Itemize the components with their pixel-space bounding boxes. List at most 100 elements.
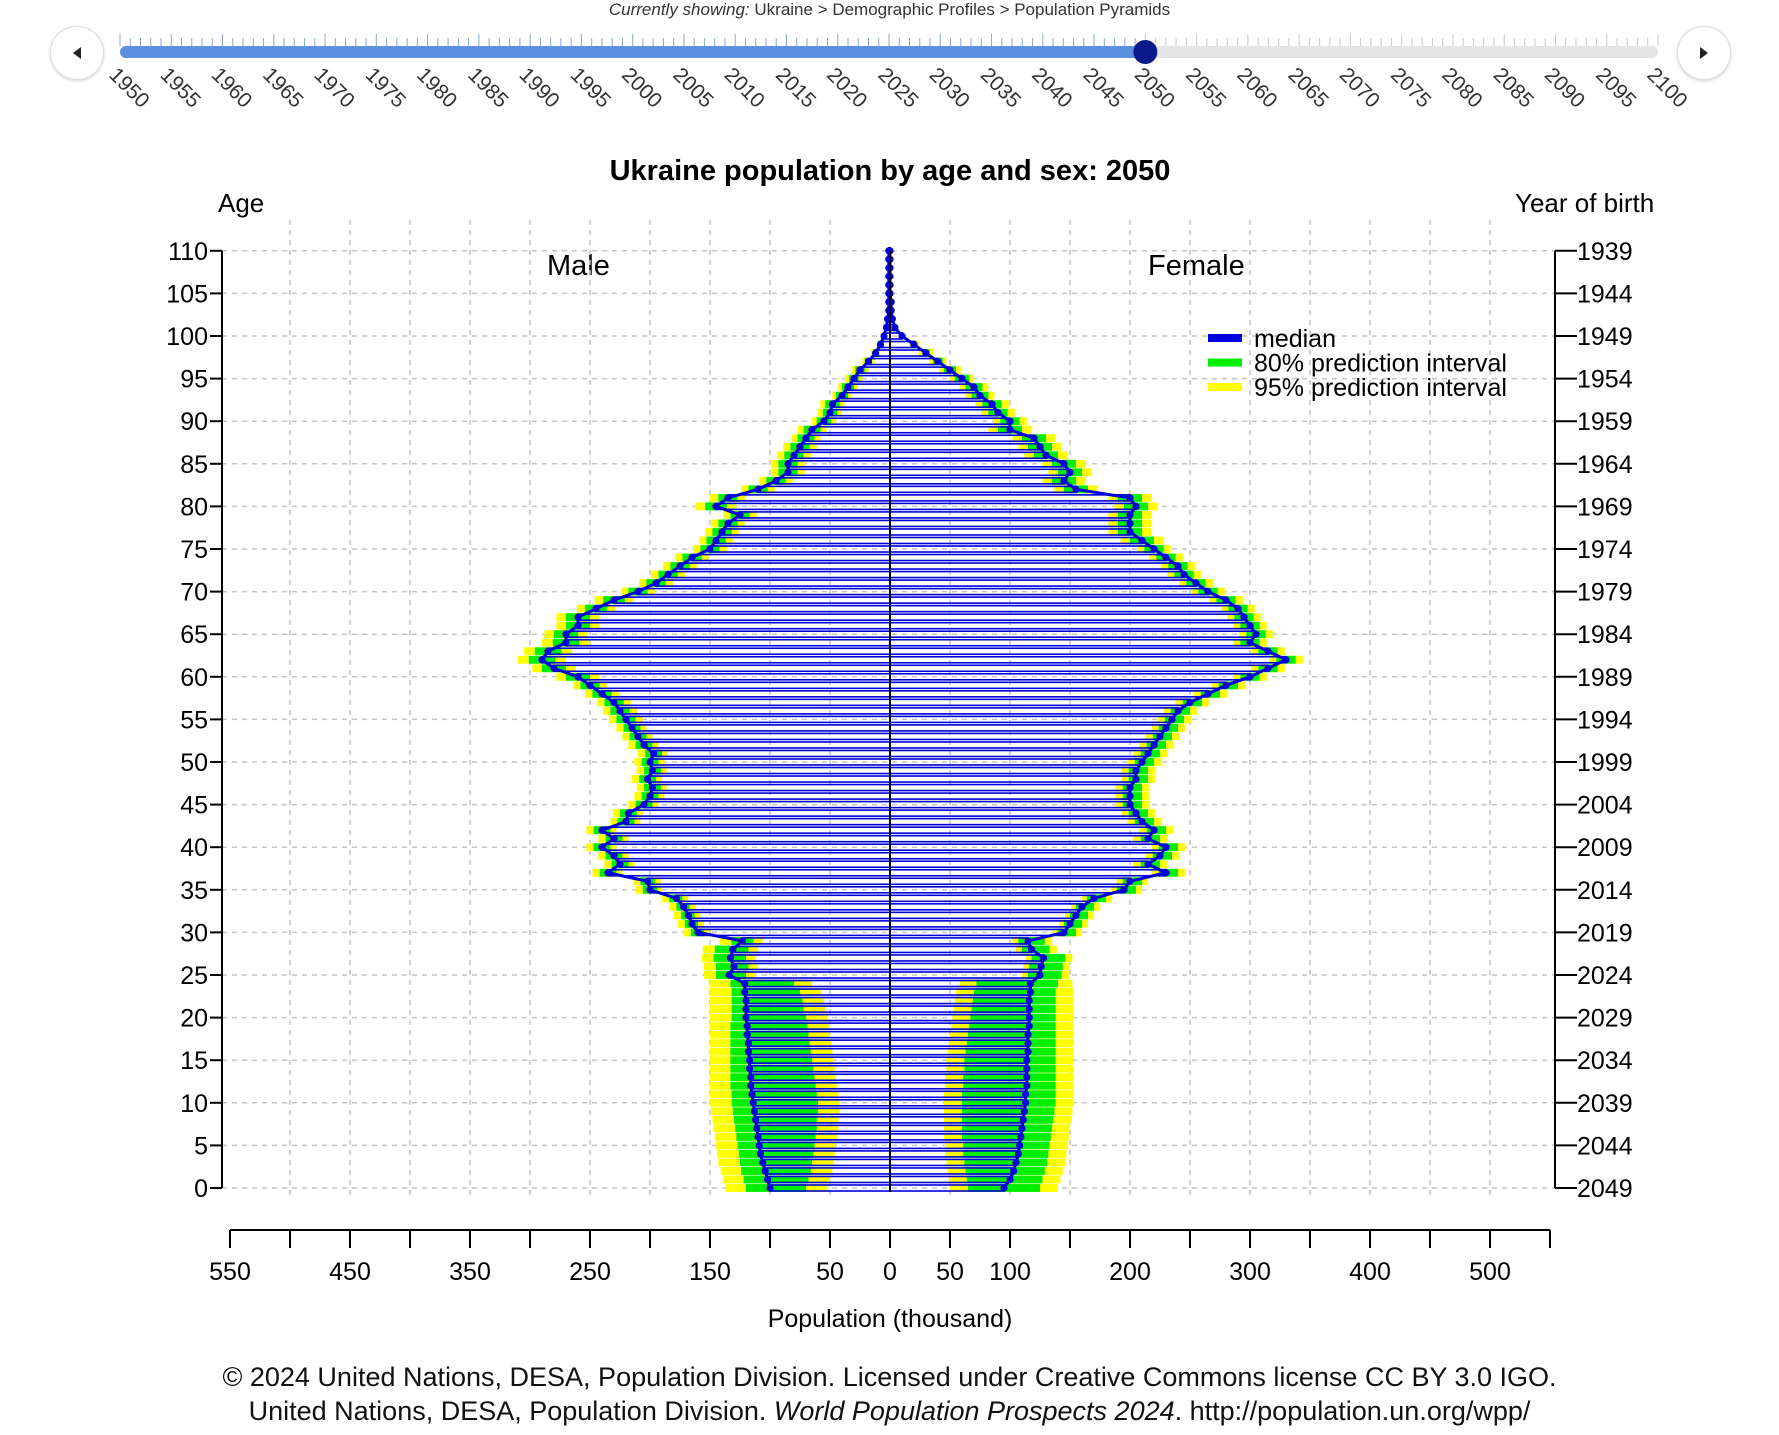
slider-year-label[interactable]: 2090 [1540, 63, 1589, 112]
male-80-interval [732, 1107, 818, 1116]
female-median-bar [889, 937, 1029, 945]
slider-year-label[interactable]: 1965 [258, 63, 307, 112]
slider-year-label[interactable]: 2100 [1642, 63, 1691, 112]
male-median-point [680, 903, 688, 911]
age-tick-label: 40 [180, 834, 208, 862]
female-median-bar [889, 826, 1155, 834]
slider-year-label[interactable]: 2055 [1181, 63, 1230, 112]
age-tick-label: 95 [180, 366, 208, 394]
female-median-point [934, 357, 942, 366]
male-median-point [592, 605, 600, 613]
slider-year-label[interactable]: 2065 [1284, 63, 1333, 112]
slider-year-label[interactable]: 2030 [925, 63, 974, 112]
female-median-point [1144, 749, 1152, 758]
birth-year-tick-label: 1949 [1577, 323, 1633, 351]
male-median-point [750, 1107, 759, 1115]
male-median-bar [679, 562, 891, 570]
legend-label: 95% prediction interval [1254, 374, 1507, 402]
grid [222, 220, 1555, 1200]
female-median-bar [889, 562, 1179, 570]
male-median-bar [739, 511, 891, 519]
birth-year-tick-label: 2029 [1577, 1005, 1633, 1033]
slider-year-label[interactable]: 1985 [463, 63, 512, 112]
male-median-point [616, 860, 624, 868]
female-median-bar [889, 587, 1209, 596]
male-median-point [741, 979, 749, 988]
female-80-interval [966, 1039, 1056, 1048]
slider-year-label[interactable]: 2085 [1489, 63, 1538, 112]
female-median-point [1126, 801, 1134, 809]
slider-year-label[interactable]: 2005 [668, 63, 717, 112]
slider-year-label[interactable]: 1955 [156, 63, 205, 112]
male-80-interval [730, 1073, 815, 1082]
slider-year-label[interactable]: 1990 [515, 63, 564, 112]
female-median-point [1024, 1039, 1032, 1047]
slider-year-label[interactable]: 2000 [617, 63, 666, 112]
female-median-point [1022, 1099, 1030, 1107]
female-median-point [1132, 775, 1140, 783]
male-median-point [754, 485, 762, 493]
female-median-point [1060, 460, 1068, 468]
female-median-point [1025, 1005, 1033, 1013]
slider-year-label[interactable]: 2035 [976, 63, 1025, 112]
previous-year-button[interactable] [50, 26, 104, 80]
male-median-bar [577, 621, 891, 630]
slider-year-label[interactable]: 2010 [720, 63, 769, 112]
female-median-bar [889, 766, 1137, 775]
female-median-point [946, 366, 954, 374]
slider-year-label[interactable]: 2070 [1335, 63, 1384, 112]
year-slider[interactable]: 1950 1955 1960 1965 1970 1975 1980 1985 1990 1995… [0, 0, 1779, 130]
male-median-bar [613, 698, 891, 707]
slider-year-label[interactable]: 1995 [566, 63, 615, 112]
female-median-point [1020, 1107, 1028, 1115]
slider-year-label[interactable]: 2080 [1437, 63, 1486, 112]
male-median-bar [613, 851, 891, 860]
female-median-point [1023, 1082, 1031, 1090]
female-80-interval [964, 1056, 1056, 1065]
female-80-interval [969, 1022, 1056, 1031]
male-median-point [796, 443, 804, 451]
birth-year-tick-label: 2009 [1577, 834, 1633, 862]
age-tick-label: 65 [180, 621, 208, 649]
slider-year-label[interactable]: 2040 [1027, 63, 1076, 112]
female-median-bar [889, 732, 1161, 741]
female-80-interval [1028, 971, 1062, 979]
population-tick-label: 400 [1349, 1258, 1391, 1286]
slider-year-label[interactable]: 2060 [1232, 63, 1281, 112]
male-median-point [664, 570, 672, 579]
female-median-bar [889, 868, 1167, 877]
slider-year-label[interactable]: 2075 [1386, 63, 1435, 112]
female-median-bar [889, 860, 1149, 869]
slider-year-label[interactable]: 2020 [822, 63, 871, 112]
slider-handle[interactable] [1133, 40, 1158, 64]
male-median-bar [687, 911, 891, 920]
female-median-point [1126, 519, 1134, 528]
slider-year-label[interactable]: 1970 [310, 63, 359, 112]
slider-year-label[interactable]: 2045 [1079, 63, 1128, 112]
female-median-point [1144, 835, 1152, 843]
female-median-bar [889, 570, 1185, 579]
female-median-bar [889, 579, 1197, 587]
population-tick-label: 300 [1229, 1258, 1271, 1286]
female-median-point [1072, 911, 1080, 919]
male-median-bar [601, 826, 891, 834]
female-median-bar [889, 775, 1137, 783]
male-median-bar [601, 690, 891, 698]
female-median-point [1138, 818, 1146, 826]
slider-year-label[interactable]: 1950 [104, 63, 153, 112]
slider-year-label[interactable]: 2095 [1591, 63, 1640, 112]
slider-year-label[interactable]: 2015 [771, 63, 820, 112]
next-year-button[interactable] [1677, 26, 1731, 80]
slider-year-label[interactable]: 2025 [873, 63, 922, 112]
population-tick-label: 0 [883, 1258, 897, 1286]
slider-year-label[interactable]: 1980 [412, 63, 461, 112]
slider-year-label[interactable]: 1960 [207, 63, 256, 112]
male-median-point [646, 758, 654, 766]
female-median-bar [889, 553, 1167, 562]
female-median-point [1180, 570, 1188, 579]
birth-year-tick-label: 2039 [1577, 1090, 1633, 1118]
male-median-point [550, 664, 558, 672]
slider-year-label[interactable]: 1975 [361, 63, 410, 112]
slider-year-label[interactable]: 2050 [1130, 63, 1179, 112]
